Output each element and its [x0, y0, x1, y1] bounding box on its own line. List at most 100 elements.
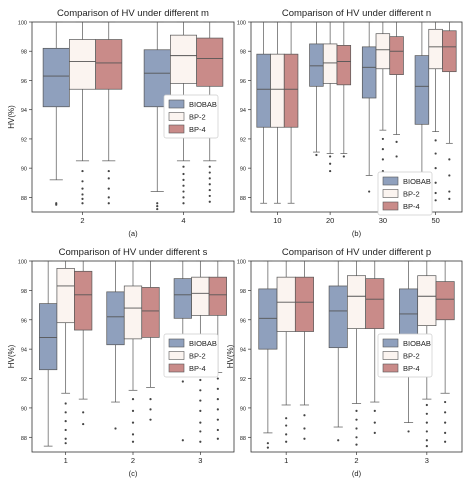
outlier-point — [444, 440, 447, 443]
box-body — [270, 53, 285, 128]
legend: BIOBAB BP-2 BP-4 — [163, 333, 219, 378]
outlier-point — [199, 430, 202, 433]
box-body — [39, 303, 58, 371]
box-bp-2 — [69, 21, 96, 205]
outlier-point — [355, 436, 358, 439]
legend: BIOBAB BP-2 BP-4 — [377, 333, 433, 378]
outlier-point — [81, 187, 84, 190]
box-bp-4 — [442, 21, 457, 200]
legend-swatch-bp-2 — [168, 351, 185, 360]
outlier-point — [82, 422, 85, 426]
outlier-point — [208, 171, 211, 174]
outlier-point — [381, 158, 384, 161]
outlier-point — [381, 137, 384, 141]
outlier-point — [131, 440, 135, 443]
box-body — [322, 43, 338, 84]
outlier-point — [444, 431, 447, 434]
x-tick-label: 50 — [431, 216, 439, 225]
box-biobab — [39, 260, 58, 447]
outlier-point — [208, 177, 211, 180]
legend-label: BIOBAB — [403, 177, 431, 186]
box-body — [74, 270, 93, 331]
box-body — [414, 55, 430, 125]
box-body — [336, 45, 352, 86]
outlier-point — [425, 445, 428, 448]
outlier-point — [156, 205, 159, 208]
outlier-point — [381, 169, 384, 173]
outlier-point — [448, 158, 451, 161]
outlier-point — [208, 188, 211, 192]
outlier-point — [355, 418, 358, 421]
box-body — [208, 276, 227, 316]
x-tick-label: 1 — [64, 456, 68, 465]
box-bp-2 — [276, 260, 296, 443]
outlier-point — [329, 162, 332, 165]
x-tick-label: 2 — [80, 216, 84, 225]
y-tick-label: 92 — [21, 137, 27, 143]
outlier-point — [216, 387, 219, 390]
box-bp-2 — [347, 260, 366, 446]
outlier-point — [182, 172, 185, 176]
chart-title: Comparison of HV under different m — [57, 8, 209, 19]
outlier-point — [434, 139, 437, 142]
box-body — [361, 46, 377, 99]
outlier-point — [199, 378, 202, 382]
outlier-point — [199, 440, 202, 443]
legend-label: BP-2 — [189, 113, 206, 122]
outlier-point — [285, 433, 288, 436]
panel-caption: (a) — [128, 229, 138, 238]
box-body — [309, 43, 324, 87]
legend-swatch-biobab — [168, 338, 185, 348]
box-bp-4 — [365, 260, 385, 434]
box-bp-2 — [123, 260, 143, 443]
y-tick-label: 88 — [21, 436, 27, 442]
box-bp-4 — [74, 260, 93, 426]
outlier-point — [131, 433, 135, 436]
legend-label: BP-4 — [403, 202, 420, 211]
outlier-point — [81, 197, 84, 200]
legend-swatch-bp-2 — [168, 112, 185, 121]
y-tick-label: 94 — [21, 108, 27, 114]
outlier-point — [444, 400, 447, 404]
outlier-point — [81, 193, 84, 196]
box-body — [347, 275, 366, 329]
box-body — [196, 37, 224, 87]
y-tick-label: 94 — [240, 348, 246, 354]
legend-label: BP-2 — [403, 352, 420, 361]
outlier-point — [182, 190, 185, 193]
outlier-point — [381, 148, 384, 151]
y-tick-label: 96 — [21, 318, 27, 324]
outlier-point — [131, 409, 135, 412]
box-body — [435, 281, 455, 321]
box-bp-2 — [170, 21, 197, 205]
box-biobab — [309, 21, 324, 157]
box-bp-4 — [435, 260, 455, 443]
x-tick-label: 1 — [284, 456, 288, 465]
outlier-point — [303, 427, 306, 430]
box-body — [258, 288, 278, 350]
outlier-point — [266, 446, 269, 449]
y-tick-label: 92 — [21, 377, 27, 383]
legend-label: BP-2 — [189, 352, 206, 361]
outlier-point — [448, 197, 451, 200]
outlier-point — [81, 180, 84, 183]
box-body — [95, 39, 123, 90]
box-bp-4 — [95, 21, 123, 205]
legend-label: BP-4 — [189, 364, 206, 373]
y-tick-label: 90 — [21, 406, 27, 412]
legend-swatch-biobab — [382, 338, 399, 348]
box-body — [170, 34, 197, 84]
box-body — [375, 33, 391, 70]
outlier-point — [329, 169, 332, 173]
box-bp-2 — [375, 21, 391, 173]
y-tick-label: 100 — [237, 21, 246, 27]
outlier-point — [285, 440, 288, 443]
outlier-point — [107, 202, 110, 205]
box-body — [56, 267, 75, 324]
outlier-point — [182, 165, 185, 168]
outlier-point — [107, 196, 110, 199]
chart-panel-d: Comparison of HV under different p 88 90 92… — [226, 247, 463, 478]
y-tick-label: 98 — [21, 50, 27, 56]
legend-label: BP-4 — [189, 125, 206, 134]
